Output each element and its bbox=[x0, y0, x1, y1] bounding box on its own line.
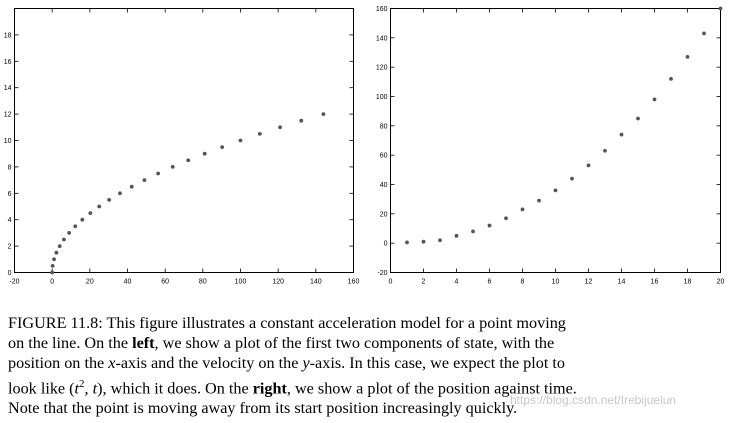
right-x-tick-label: 4 bbox=[455, 279, 459, 286]
figure-11-8: -20 0 20 40 60 80 100 120 140 160 0 2 4 6 8 10 12 14 16 18 0… bbox=[4, 6, 725, 286]
right-x-tick-label: 14 bbox=[618, 279, 626, 286]
left-data-point bbox=[129, 184, 134, 189]
left-data-point bbox=[80, 217, 85, 222]
left-data-point bbox=[57, 244, 62, 249]
right-data-point bbox=[405, 240, 409, 245]
left-data-point bbox=[238, 138, 243, 143]
right-data-point bbox=[718, 6, 723, 11]
caption-line: position on the x-axis and the velocity … bbox=[8, 354, 565, 373]
left-data-point bbox=[67, 231, 72, 235]
left-data-point bbox=[321, 112, 326, 116]
right-data-point bbox=[553, 188, 558, 193]
left-data-point bbox=[52, 257, 56, 262]
right-y-tick-label: 120 bbox=[376, 65, 388, 72]
right-data-point bbox=[421, 239, 426, 244]
left-data-point bbox=[156, 171, 161, 176]
left-data-point bbox=[97, 204, 102, 209]
left-y-tick-label: 2 bbox=[8, 244, 12, 251]
left-plot-frame bbox=[14, 8, 354, 273]
left-data-point bbox=[202, 151, 207, 156]
right-y-tick-label: 80 bbox=[380, 123, 388, 130]
left-data-point bbox=[220, 145, 225, 150]
left-data-point bbox=[299, 118, 304, 123]
left-data-point bbox=[50, 264, 55, 268]
left-x-tick-label: 140 bbox=[310, 279, 322, 286]
left-data-point bbox=[257, 132, 262, 136]
left-data-point bbox=[186, 158, 191, 163]
left-data-point bbox=[54, 250, 59, 255]
right-y-tick-label: 40 bbox=[380, 182, 388, 189]
right-y-tick-label: 60 bbox=[380, 153, 388, 160]
right-data-point bbox=[454, 233, 459, 238]
right-data-point bbox=[619, 132, 624, 137]
right-y-tick-label: 0 bbox=[384, 241, 388, 248]
right-data-point bbox=[586, 163, 591, 168]
right-y-tick-label: -20 bbox=[377, 270, 387, 277]
left-x-tick-label: 20 bbox=[86, 279, 94, 286]
left-data-point bbox=[170, 165, 175, 169]
left-data-point bbox=[107, 198, 112, 202]
right-data-point bbox=[520, 207, 525, 212]
left-y-tick-label: 18 bbox=[4, 32, 12, 39]
left-data-point bbox=[118, 191, 122, 196]
left-y-tick-label: 12 bbox=[4, 112, 12, 119]
right-data-point bbox=[636, 116, 640, 121]
caption-line: Note that the point is moving away from … bbox=[8, 399, 518, 418]
right-data-point bbox=[487, 223, 492, 228]
right-y-tick-label: 160 bbox=[376, 6, 388, 13]
right-data-point bbox=[652, 97, 657, 102]
right-data-point bbox=[702, 31, 706, 36]
caption-line: look like (t2, t), which it does. On the… bbox=[8, 377, 577, 397]
left-data-point bbox=[62, 237, 66, 242]
left-x-tick-label: 120 bbox=[272, 279, 284, 286]
left-x-tick-label: 0 bbox=[50, 279, 54, 286]
left-x-tick-label: 40 bbox=[124, 279, 132, 286]
left-x-tick-label: -20 bbox=[9, 279, 19, 286]
right-data-point bbox=[570, 176, 574, 181]
right-x-tick-label: 2 bbox=[422, 279, 426, 286]
left-data-point bbox=[73, 224, 78, 229]
left-y-tick-label: 16 bbox=[4, 59, 12, 66]
watermark: https://blog.csdn.net/Irebijuelun bbox=[510, 393, 677, 407]
left-x-tick-label: 160 bbox=[348, 279, 360, 286]
right-data-point bbox=[685, 55, 690, 59]
caption-line: FIGURE 11.8: This figure illustrates a c… bbox=[8, 314, 566, 332]
left-y-tick-label: 0 bbox=[8, 270, 12, 277]
right-data-point bbox=[603, 148, 607, 153]
left-data-point bbox=[142, 178, 147, 183]
left-data-point bbox=[88, 211, 93, 216]
right-data-point bbox=[471, 229, 475, 234]
right-data-point bbox=[438, 238, 442, 243]
left-x-tick-label: 100 bbox=[235, 279, 247, 286]
right-x-tick-label: 12 bbox=[585, 279, 593, 286]
right-y-tick-label: 140 bbox=[376, 35, 388, 42]
right-x-tick-label: 18 bbox=[684, 279, 692, 286]
left-data-point bbox=[50, 270, 55, 275]
left-data-point bbox=[278, 125, 282, 130]
right-x-tick-label: 8 bbox=[521, 279, 525, 286]
right-x-tick-label: 6 bbox=[488, 279, 492, 286]
right-y-tick-label: 20 bbox=[380, 211, 388, 218]
right-x-tick-label: 16 bbox=[651, 279, 659, 286]
left-y-tick-label: 4 bbox=[8, 217, 12, 224]
figure-caption: FIGURE 11.8: This figure illustrates a c… bbox=[8, 313, 728, 418]
right-y-tick-label: 100 bbox=[376, 94, 388, 101]
left-y-tick-label: 6 bbox=[8, 191, 12, 198]
left-y-tick-label: 8 bbox=[8, 164, 12, 171]
left-y-tick-label: 14 bbox=[4, 85, 12, 92]
right-data-point bbox=[537, 198, 541, 203]
left-x-tick-label: 80 bbox=[199, 279, 207, 286]
caption-line: on the line. On the left, we show a plot… bbox=[8, 334, 555, 353]
right-plot-frame bbox=[390, 8, 721, 273]
right-x-tick-label: 0 bbox=[389, 279, 393, 286]
right-x-tick-label: 10 bbox=[552, 279, 560, 286]
left-scatter-plot: -20 0 20 40 60 80 100 120 140 1600246810121416180… bbox=[4, 6, 725, 286]
right-data-point bbox=[669, 77, 673, 81]
right-x-tick-label: 20 bbox=[717, 279, 725, 286]
left-x-tick-label: 60 bbox=[161, 279, 169, 286]
right-data-point bbox=[504, 216, 508, 221]
left-y-tick-label: 10 bbox=[4, 138, 12, 145]
